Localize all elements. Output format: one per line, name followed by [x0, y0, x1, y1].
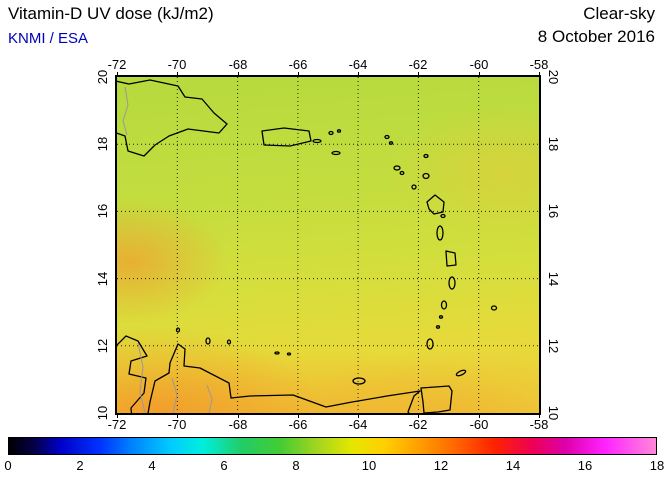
lon-tick-label: -72: [97, 58, 137, 76]
lon-tick-label: -64: [338, 414, 378, 432]
lat-tick-label: 14: [546, 271, 561, 287]
lon-tick-label: -60: [459, 414, 499, 432]
lat-tick-label: 18: [546, 136, 561, 152]
colorbar-tick-label: 16: [577, 458, 593, 473]
lon-tick-label: -68: [218, 414, 258, 432]
colorbar-tick-label: 10: [361, 458, 377, 473]
sky-condition-label: Clear-sky: [583, 4, 655, 23]
colorbar-tick-label: 4: [148, 458, 156, 473]
colorbar-tick-label: 6: [220, 458, 228, 473]
lat-tick-label: 16: [546, 203, 561, 219]
lat-tick-label: 16: [95, 203, 110, 219]
map-panel: [115, 75, 541, 415]
lat-tick-label: 20: [546, 69, 561, 85]
lat-tick-label: 12: [546, 338, 561, 354]
source-credit: KNMI / ESA: [8, 30, 89, 47]
uv-dose-field: [117, 77, 539, 413]
colorbar-tick-label: 12: [433, 458, 449, 473]
lon-tick-label: -66: [278, 414, 318, 432]
lat-tick-label: 14: [95, 271, 110, 287]
lat-tick-label: 10: [95, 405, 110, 421]
lat-tick-label: 20: [95, 69, 110, 85]
lon-tick-label: -66: [278, 58, 318, 76]
lat-tick-label: 12: [95, 338, 110, 354]
lat-tick-label: 18: [95, 136, 110, 152]
lon-tick-label: -62: [398, 414, 438, 432]
colorbar-tick-label: 14: [505, 458, 521, 473]
lon-tick-label: -72: [97, 414, 137, 432]
colorbar-tick-label: 2: [76, 458, 84, 473]
lon-tick-label: -62: [398, 58, 438, 76]
coastline-layer: [117, 79, 498, 413]
colorbar-tick-label: 0: [4, 458, 12, 473]
page-title: Vitamin-D UV dose (kJ/m2): [8, 4, 214, 23]
lon-tick-label: -70: [157, 58, 197, 76]
lon-tick-label: -68: [218, 58, 258, 76]
colorbar-gradient: [8, 437, 657, 455]
lon-tick-label: -64: [338, 58, 378, 76]
lat-tick-label: 10: [546, 405, 561, 421]
lon-tick-label: -58: [519, 58, 559, 76]
colorbar-tick-label: 18: [649, 458, 665, 473]
lon-tick-label: -60: [459, 58, 499, 76]
colorbar-tick-label: 8: [292, 458, 300, 473]
lon-tick-label: -70: [157, 414, 197, 432]
date-label: 8 October 2016: [537, 27, 655, 46]
lon-tick-label: -58: [519, 414, 559, 432]
